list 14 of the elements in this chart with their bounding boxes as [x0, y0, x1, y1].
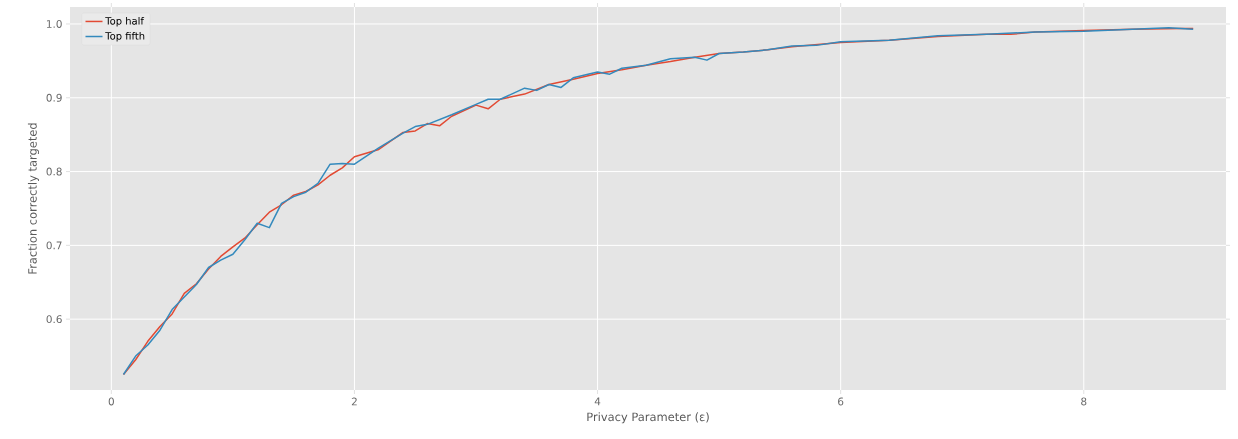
x-tick-label: 6 [838, 397, 844, 406]
y-tick-label: 0.9 [46, 93, 62, 102]
y-axis-title: Fraction correctly targeted [27, 123, 39, 274]
x-axis-title: Privacy Parameter (ε) [587, 412, 709, 424]
y-tick-label: 0.8 [46, 167, 62, 176]
x-tick-label: 2 [351, 397, 357, 406]
y-tick-label: 0.7 [46, 241, 62, 250]
x-tick-label: 8 [1081, 397, 1087, 406]
x-tick-label: 0 [108, 397, 114, 406]
legend-label: Top half [105, 16, 145, 27]
legend-label: Top fifth [105, 31, 145, 42]
y-tick-label: 1.0 [46, 20, 62, 28]
y-tick-label: 0.6 [46, 315, 62, 324]
x-tick-label: 4 [594, 397, 601, 406]
